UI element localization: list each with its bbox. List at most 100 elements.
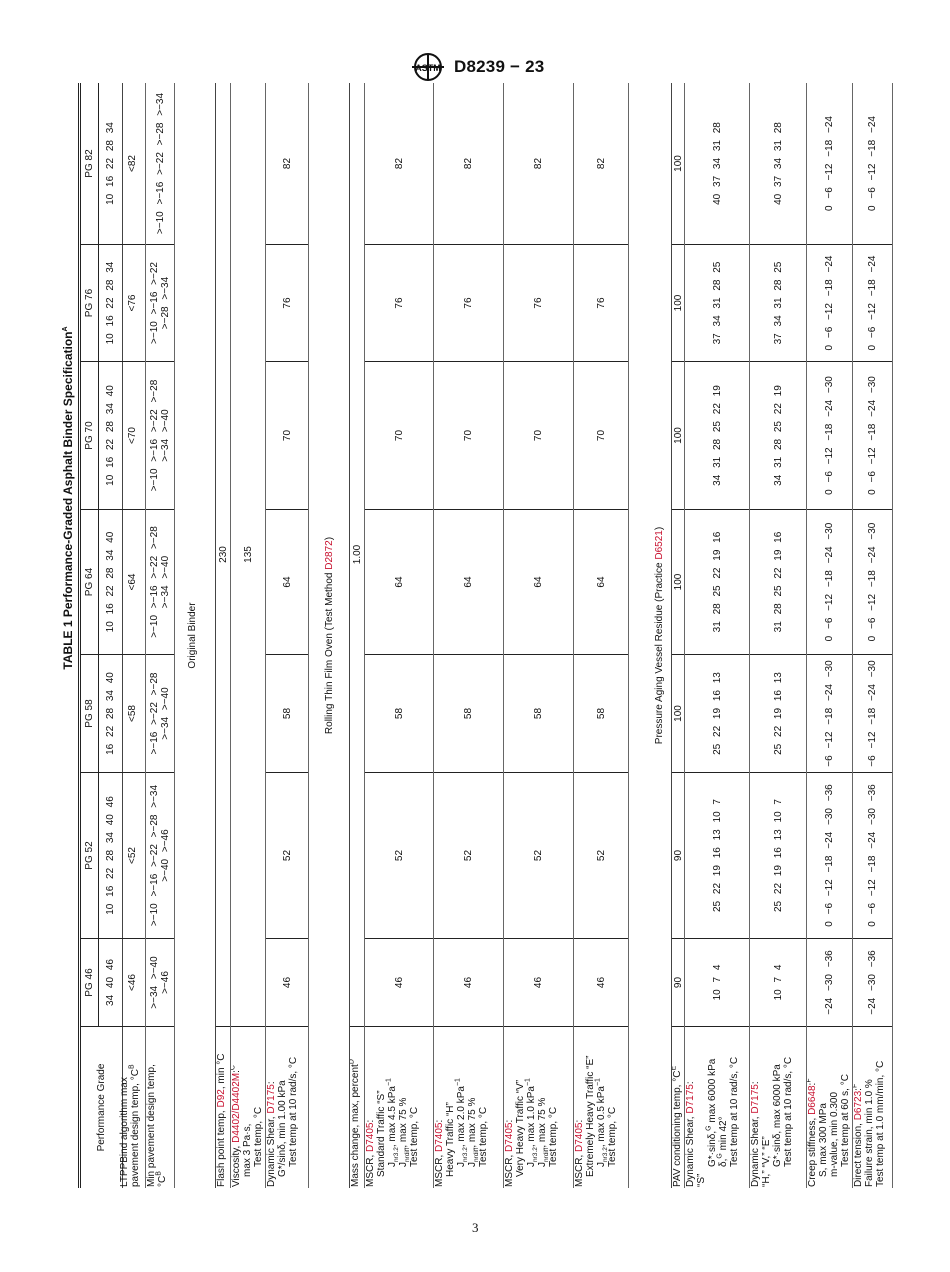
grade-value-cell: 52 xyxy=(365,773,433,939)
label-text: , max 0.5 kPa xyxy=(596,1086,607,1148)
reference-link[interactable]: D92 xyxy=(216,1089,227,1108)
label-text: : xyxy=(807,1082,818,1086)
label-text: : xyxy=(750,1081,761,1085)
label-text: MSCR, xyxy=(365,1152,376,1187)
grade-value-cell: 40 37 34 31 28 xyxy=(685,83,749,245)
reference-link[interactable]: D7175 xyxy=(266,1084,277,1114)
astm-logo-icon: ASTM xyxy=(412,53,444,81)
label-line: Test temp at 1.0 mm/min, °C xyxy=(875,1060,886,1187)
label-line: Very Heavy Traffic “V” xyxy=(515,1079,526,1177)
label-text: MSCR, xyxy=(574,1152,585,1187)
label-text: J xyxy=(596,1162,607,1167)
reference-link[interactable]: D6521 xyxy=(654,530,665,560)
grade-value-cell: −24 −30 −36 xyxy=(853,939,892,1027)
label-text: J xyxy=(398,1162,409,1167)
grade-value-cell: 0 −6 −12 −18 −24 −30 xyxy=(853,362,892,510)
label-text: , max 75 % xyxy=(537,1097,548,1148)
grade-value-cell: 10 7 4 xyxy=(685,939,749,1027)
label-text: , max 75 % xyxy=(467,1097,478,1148)
flash-point-row: Flash point temp, D92, min °C 230 xyxy=(215,83,231,1188)
grade-value-cell: 34 31 28 25 22 19 xyxy=(750,362,806,510)
grade-value-cell: >−10 >−16 >−22 >−28 >−34 >−40 >−46 xyxy=(146,773,174,939)
heading-text: Pressure Aging Vessel Residue (Practice xyxy=(654,559,665,745)
grade-value-cell: <46 xyxy=(119,939,145,1027)
label-text: : xyxy=(574,1119,585,1123)
reference-link[interactable]: D7175 xyxy=(685,1084,696,1114)
grade-value-cell: 52 xyxy=(434,773,503,939)
grade-value-cell: 76 xyxy=(266,245,308,362)
grade-header: PG 46 xyxy=(81,939,99,1027)
creep-stiffness-row: Creep stiffness, D6648:F S, max 300 MPa … xyxy=(807,83,853,1188)
heading-text: ) xyxy=(654,526,665,531)
reference-link[interactable]: D7405 xyxy=(434,1122,445,1152)
label-text: Viscosity, xyxy=(231,1142,242,1187)
grade-value-cell: <70 xyxy=(119,362,145,510)
grade-header: PG 58 xyxy=(81,655,99,773)
grade-value-cell: 31 28 25 22 19 16 xyxy=(750,510,806,655)
label-line: Failure strain, min 1.0 % xyxy=(864,1079,875,1187)
label-line: “H,” “V,” “E” xyxy=(761,1136,772,1187)
grade-value-cell: 82 xyxy=(434,83,503,245)
grade-value-cell: 82 xyxy=(574,83,628,245)
grade-value-cell: 0 −6 −12 −18 −24 −30 −36 xyxy=(853,773,892,939)
grade-value-cell: 82 xyxy=(504,83,573,245)
heading-text: Rolling Thin Film Oven (Test Method xyxy=(324,569,335,735)
label-line: max 3 Pa·s, xyxy=(242,1123,253,1177)
reference-link[interactable]: D7405 xyxy=(504,1122,515,1152)
grade-value-cell: 76 xyxy=(365,245,433,362)
grade-value-cell: 82 xyxy=(365,83,433,245)
dynamic-shear-hve-row: Dynamic Shear, D7175: “H,” “V,” “E” G*·s… xyxy=(750,83,807,1188)
label-line: Jnr3.2, max 2.0 kPa−1 xyxy=(454,1027,469,1187)
grade-value-cell: 0 −6 −12 −18 −24 xyxy=(853,245,892,362)
label-text: : xyxy=(434,1119,445,1123)
superscript: −1 xyxy=(524,1078,532,1087)
grade-value-cell: −6 −12 −18 −24 −30 xyxy=(853,655,892,773)
reference-link[interactable]: D6723 xyxy=(853,1090,864,1121)
label-line: MSCR, D7405: xyxy=(504,1027,515,1187)
grade-value-cell: 46 xyxy=(365,939,433,1027)
grade-value-cell: 70 xyxy=(365,362,433,510)
reference-link[interactable]: D7175 xyxy=(750,1084,761,1114)
section-heading-rtfo: Rolling Thin Film Oven (Test Method D287… xyxy=(324,83,335,1188)
label-line: Jnr3.2, max 4.5 kPa−1 xyxy=(385,1027,400,1187)
grade-value-cell: 64 xyxy=(365,510,433,655)
grade-value-cell: 52 xyxy=(574,773,628,939)
label-text: Direct tension, xyxy=(853,1120,864,1187)
label-text: MSCR, xyxy=(434,1152,445,1187)
grade-value-cell: 40 37 34 31 28 xyxy=(750,83,806,245)
label-text: , max 75 % xyxy=(398,1097,409,1148)
footnote-mark: G xyxy=(705,1125,713,1131)
grade-value-cell: 25 22 19 16 13 xyxy=(750,655,806,773)
label-line: Test temp at 60 s, °C xyxy=(840,1074,851,1167)
row-label: MSCR, D7405: Very Heavy Traffic “V” Jnr3… xyxy=(504,1027,573,1188)
label-text: : xyxy=(685,1081,696,1085)
grade-value-cell: −6 −12 −18 −24 −30 xyxy=(807,655,852,773)
grade-value-cell: 76 xyxy=(574,245,628,362)
label-line: Test temp, °C xyxy=(478,1106,489,1167)
grade-value-cell: 0 −6 −12 −18 −24 −30 xyxy=(807,510,852,655)
grade-value-cell: 90 xyxy=(672,773,684,939)
page-number: 3 xyxy=(472,1220,479,1235)
grade-value-cell: 76 xyxy=(434,245,503,362)
label-line: Test temp, °C xyxy=(253,1106,264,1167)
label-text: °C xyxy=(157,1175,168,1187)
reference-link[interactable]: D2872 xyxy=(324,540,335,570)
grade-value-cell: 76 xyxy=(504,245,573,362)
reference-link[interactable]: D7405 xyxy=(574,1122,585,1152)
grade-value-cell: 64 xyxy=(266,510,308,655)
label-line: Viscosity, D4402/D4402M:C xyxy=(231,1027,242,1187)
reference-link[interactable]: D7405 xyxy=(365,1122,376,1152)
label-line: MSCR, D7405: xyxy=(434,1027,445,1187)
reference-link[interactable]: D6648 xyxy=(807,1085,818,1115)
label-line: LTPPBind algorithm max xyxy=(119,1077,130,1187)
label-text: , max 4.5 kPa xyxy=(387,1086,398,1148)
table-title: TABLE 1 Performance-Graded Asphalt Binde… xyxy=(61,188,75,808)
grade-value-cell: 100 xyxy=(672,362,684,510)
reference-link[interactable]: D4402/D4402M xyxy=(231,1072,242,1143)
rotated-table: TABLE 1 Performance-Graded Asphalt Binde… xyxy=(61,83,893,1188)
label-text: Mass change, max, percent xyxy=(350,1064,361,1187)
superscript: −1 xyxy=(454,1078,462,1087)
label-text: Dynamic Shear, xyxy=(685,1113,696,1187)
label-line: Jnrdiff, max 75 % xyxy=(398,1027,411,1187)
superscript: −1 xyxy=(385,1078,393,1087)
